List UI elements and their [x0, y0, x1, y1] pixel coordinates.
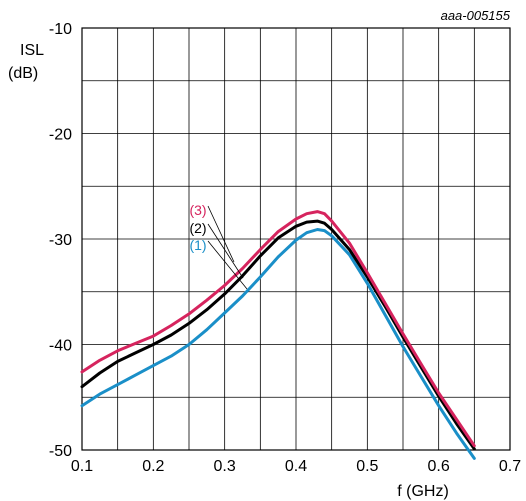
y-tick-label: -30	[49, 232, 72, 249]
x-tick-label: 0.3	[214, 458, 236, 475]
y-tick-labels: -10 -20 -30 -40 -50	[49, 21, 72, 460]
x-tick-label: 0.7	[499, 458, 521, 475]
series-label-2: (2)	[189, 220, 206, 236]
x-tick-label: 0.1	[71, 458, 93, 475]
series-label-1: (1)	[189, 237, 206, 253]
x-tick-label: 0.6	[428, 458, 450, 475]
series-leader-1	[207, 240, 248, 290]
y-tick-label: -10	[49, 21, 72, 38]
series-line-2	[80, 219, 476, 451]
x-tick-label: 0.2	[142, 458, 164, 475]
series-line-1	[80, 228, 476, 460]
x-tick-label: 0.5	[356, 458, 378, 475]
series-label-3: (3)	[189, 202, 206, 218]
series-layer	[80, 210, 476, 460]
series-line-3	[80, 210, 476, 448]
figure-id-watermark: aaa-005155	[441, 8, 511, 23]
series-leader-3	[207, 205, 235, 263]
x-axis-label: f (GHz)	[397, 483, 449, 500]
x-tick-labels: 0.1 0.2 0.3 0.4 0.5 0.6 0.7	[71, 458, 521, 475]
x-tick-label: 0.4	[285, 458, 307, 475]
plot-frame	[81, 27, 511, 451]
y-tick-label: -50	[49, 443, 72, 460]
series-leader-2	[207, 223, 244, 279]
y-axis-label-line2: (dB)	[8, 65, 38, 82]
leader-layer	[207, 205, 248, 290]
y-tick-label: -40	[49, 338, 72, 355]
y-tick-label: -20	[49, 127, 72, 144]
y-axis-label-line1: ISL	[20, 42, 44, 59]
series-labels: (1)(2) (3)	[189, 202, 206, 253]
